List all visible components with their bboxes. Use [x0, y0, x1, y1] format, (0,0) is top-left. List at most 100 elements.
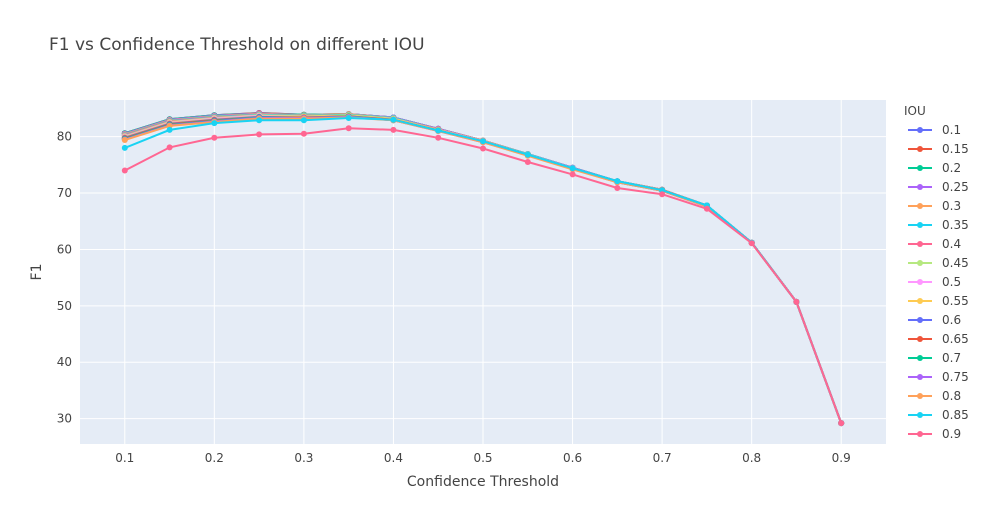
- data-point: [569, 171, 576, 178]
- legend-item[interactable]: 0.1: [908, 123, 961, 137]
- legend-marker-swatch: [917, 203, 923, 209]
- y-axis-label: F1: [29, 264, 45, 281]
- legend-marker-swatch: [917, 260, 923, 266]
- x-axis-label: Confidence Threshold: [407, 474, 559, 490]
- x-tick-label: 0.8: [742, 451, 761, 465]
- data-point: [480, 138, 486, 145]
- legend-label: 0.4: [942, 237, 961, 251]
- legend-label: 0.5: [942, 275, 961, 289]
- data-point: [390, 116, 397, 123]
- legend-item[interactable]: 0.4: [908, 237, 961, 251]
- legend-marker-swatch: [917, 412, 923, 418]
- legend-label: 0.6: [942, 313, 961, 327]
- y-tick-label: 40: [57, 355, 72, 369]
- legend-label: 0.85: [942, 408, 969, 422]
- data-point: [659, 191, 666, 198]
- data-point: [524, 159, 531, 165]
- legend-marker-swatch: [917, 146, 923, 152]
- data-point: [435, 127, 442, 134]
- data-point: [748, 240, 755, 247]
- legend-label: 0.55: [942, 294, 969, 308]
- data-point: [121, 137, 128, 143]
- legend-marker-swatch: [917, 317, 923, 323]
- legend-marker-swatch: [917, 393, 923, 399]
- legend-marker-swatch: [917, 241, 923, 247]
- data-point: [793, 298, 800, 305]
- x-tick-label: 0.1: [115, 451, 134, 465]
- data-point: [256, 131, 263, 138]
- data-point: [300, 130, 307, 137]
- legend-marker-swatch: [917, 165, 923, 171]
- legend-label: 0.25: [942, 180, 969, 194]
- y-tick-label: 30: [57, 412, 72, 426]
- data-point: [838, 420, 845, 427]
- legend-label: 0.3: [942, 199, 961, 213]
- legend-marker-swatch: [917, 355, 923, 361]
- data-point: [211, 120, 218, 127]
- data-point: [345, 125, 352, 132]
- legend-item[interactable]: 0.45: [908, 256, 969, 270]
- legend-marker-swatch: [917, 127, 923, 133]
- legend-label: 0.7: [942, 351, 961, 365]
- legend-marker-swatch: [917, 298, 923, 304]
- legend-label: 0.1: [942, 123, 961, 137]
- x-tick-label: 0.6: [563, 451, 582, 465]
- series-layer: [121, 110, 845, 427]
- data-point: [121, 144, 128, 151]
- legend-item[interactable]: 0.15: [908, 142, 969, 156]
- data-point: [614, 178, 621, 185]
- legend-item[interactable]: 0.85: [908, 408, 969, 422]
- legend-item[interactable]: 0.8: [908, 389, 961, 403]
- legend-item[interactable]: 0.5: [908, 275, 961, 289]
- legend-item[interactable]: 0.65: [908, 332, 969, 346]
- data-point: [524, 151, 531, 158]
- data-point: [569, 165, 576, 172]
- legend-item[interactable]: 0.25: [908, 180, 969, 194]
- data-point: [703, 205, 710, 212]
- data-point: [390, 126, 397, 133]
- legend-item[interactable]: 0.55: [908, 294, 969, 308]
- legend-label: 0.65: [942, 332, 969, 346]
- legend-title: IOU: [904, 104, 926, 118]
- series-iou-0.9[interactable]: [121, 125, 845, 427]
- legend-item[interactable]: 0.9: [908, 427, 961, 441]
- data-point: [121, 167, 128, 174]
- x-tick-label: 0.3: [294, 451, 313, 465]
- legend-item[interactable]: 0.35: [908, 218, 969, 232]
- legend-marker-swatch: [917, 222, 923, 228]
- data-point: [166, 126, 173, 133]
- legend-label: 0.45: [942, 256, 969, 270]
- legend-marker-swatch: [917, 431, 923, 437]
- legend[interactable]: IOU 0.10.150.20.250.30.350.40.450.50.550…: [904, 104, 969, 441]
- x-tick-label: 0.2: [205, 451, 224, 465]
- legend-label: 0.35: [942, 218, 969, 232]
- data-point: [480, 145, 486, 152]
- x-tick-label: 0.4: [384, 451, 403, 465]
- legend-label: 0.8: [942, 389, 961, 403]
- legend-marker-swatch: [917, 374, 923, 380]
- legend-item[interactable]: 0.7: [908, 351, 961, 365]
- data-point: [614, 185, 621, 191]
- legend-label: 0.15: [942, 142, 969, 156]
- data-point: [435, 134, 442, 141]
- y-tick-label: 70: [57, 186, 72, 200]
- y-tick-label: 80: [57, 130, 72, 144]
- legend-item[interactable]: 0.75: [908, 370, 969, 384]
- legend-marker-swatch: [917, 184, 923, 190]
- legend-item[interactable]: 0.3: [908, 199, 961, 213]
- data-point: [256, 117, 263, 124]
- y-tick-label: 60: [57, 242, 72, 256]
- y-tick-label: 50: [57, 299, 72, 313]
- x-tick-label: 0.5: [473, 451, 492, 465]
- legend-label: 0.9: [942, 427, 961, 441]
- tick-layer: 0.1 0.2 0.3 0.4 0.5 0.6 0.7 0.8 0.9 30 40 50 60 70 80: [57, 130, 851, 465]
- legend-items[interactable]: 0.1 0.15 0.2 0.25 0.3 0.35 0.4 0.45 0.5 0.55 0.6 0.…: [908, 123, 969, 441]
- data-point: [300, 117, 307, 124]
- legend-item[interactable]: 0.2: [908, 161, 961, 175]
- x-tick-label: 0.7: [653, 451, 672, 465]
- data-point: [345, 115, 352, 121]
- legend-item[interactable]: 0.6: [908, 313, 961, 327]
- grid-layer: [80, 100, 886, 444]
